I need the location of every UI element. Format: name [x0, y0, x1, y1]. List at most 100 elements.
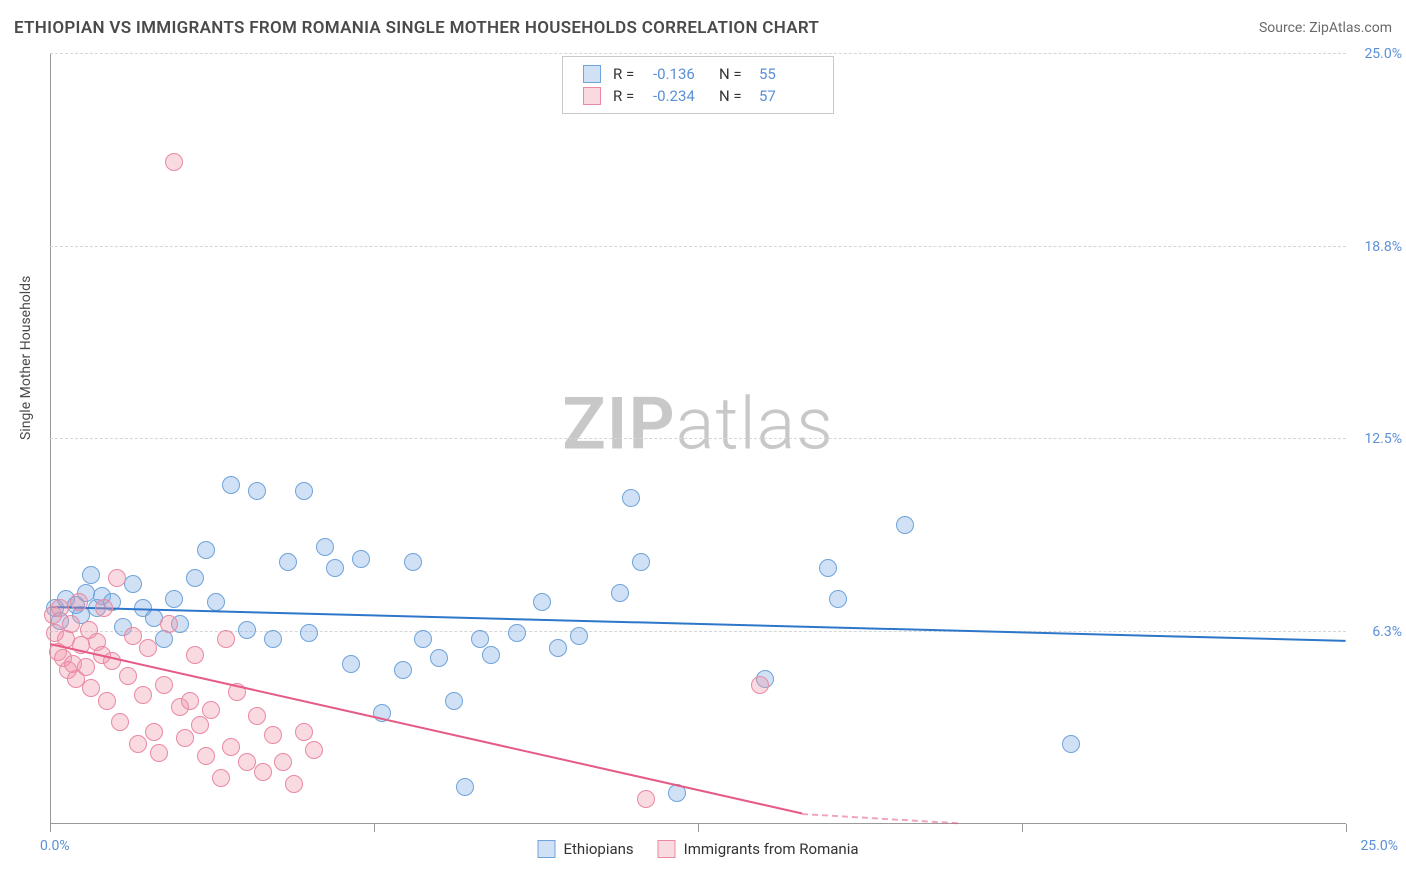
series-legend: Ethiopians Immigrants from Romania — [538, 840, 859, 858]
data-point — [352, 550, 370, 568]
x-tick-label: 25.0% — [1360, 838, 1398, 854]
data-point — [445, 692, 463, 710]
data-point — [98, 692, 116, 710]
legend-swatch-series-1 — [658, 840, 676, 858]
data-point — [394, 661, 412, 679]
data-point — [222, 476, 240, 494]
y-tick-label: 6.3% — [1372, 624, 1402, 640]
data-point — [95, 599, 113, 617]
r-label: R = — [613, 87, 641, 105]
data-point — [197, 747, 215, 765]
data-point — [108, 569, 126, 587]
grid-line — [50, 438, 1346, 439]
legend-label-series-0: Ethiopians — [564, 840, 634, 858]
data-point — [129, 735, 147, 753]
watermark: ZIPatlas — [562, 381, 834, 466]
data-point — [254, 763, 272, 781]
data-point — [508, 624, 526, 642]
data-point — [222, 738, 240, 756]
legend-item-series-1: Immigrants from Romania — [658, 840, 859, 858]
data-point — [62, 615, 80, 633]
legend-row-series-0: R = -0.136 N = 55 — [583, 63, 813, 85]
data-point — [482, 646, 500, 664]
data-point — [300, 624, 318, 642]
y-tick-label: 25.0% — [1364, 46, 1402, 62]
n-value-series-0: 55 — [759, 65, 813, 83]
data-point — [155, 676, 173, 694]
data-point — [202, 701, 220, 719]
y-axis-label: Single Mother Households — [18, 276, 34, 440]
data-point — [124, 575, 142, 593]
data-point — [134, 686, 152, 704]
legend-row-series-1: R = -0.234 N = 57 — [583, 85, 813, 107]
data-point — [165, 153, 183, 171]
data-point — [316, 538, 334, 556]
data-point — [274, 753, 292, 771]
data-point — [197, 541, 215, 559]
x-tick — [1022, 824, 1023, 832]
data-point — [207, 593, 225, 611]
x-tick — [1346, 824, 1347, 832]
data-point — [186, 569, 204, 587]
n-label: N = — [719, 65, 747, 83]
data-point — [139, 639, 157, 657]
data-point — [285, 775, 303, 793]
legend-swatch-series-0 — [538, 840, 556, 858]
data-point — [248, 482, 266, 500]
data-point — [533, 593, 551, 611]
data-point — [264, 630, 282, 648]
source-prefix: Source: — [1259, 20, 1309, 36]
data-point — [430, 649, 448, 667]
legend-swatch-series-0 — [583, 65, 601, 83]
data-point — [829, 590, 847, 608]
data-point — [111, 713, 129, 731]
data-point — [751, 676, 769, 694]
x-tick — [50, 824, 51, 832]
source-attribution: Source: ZipAtlas.com — [1259, 20, 1392, 36]
data-point — [326, 559, 344, 577]
legend-swatch-series-1 — [583, 87, 601, 105]
watermark-atlas: atlas — [676, 381, 834, 466]
data-point — [181, 692, 199, 710]
data-point — [637, 790, 655, 808]
data-point — [82, 566, 100, 584]
r-value-series-0: -0.136 — [653, 65, 707, 83]
chart-title: ETHIOPIAN VS IMMIGRANTS FROM ROMANIA SIN… — [14, 18, 819, 38]
data-point — [1062, 735, 1080, 753]
y-axis — [50, 54, 51, 824]
data-point — [414, 630, 432, 648]
n-label: N = — [719, 87, 747, 105]
data-point — [191, 716, 209, 734]
data-point — [124, 627, 142, 645]
y-tick-label: 18.8% — [1364, 239, 1402, 255]
data-point — [248, 707, 266, 725]
scatter-chart: ZIPatlas R = -0.136 N = 55 R = -0.234 N … — [50, 54, 1346, 824]
x-tick — [374, 824, 375, 832]
data-point — [295, 482, 313, 500]
data-point — [160, 615, 178, 633]
data-point — [896, 516, 914, 534]
data-point — [549, 639, 567, 657]
r-value-series-1: -0.234 — [653, 87, 707, 105]
data-point — [119, 667, 137, 685]
data-point — [279, 553, 297, 571]
data-point — [186, 646, 204, 664]
data-point — [622, 489, 640, 507]
y-tick-label: 12.5% — [1364, 431, 1402, 447]
r-label: R = — [613, 65, 641, 83]
source-name: ZipAtlas.com — [1309, 20, 1392, 36]
data-point — [456, 778, 474, 796]
data-point — [77, 658, 95, 676]
data-point — [264, 726, 282, 744]
x-tick-label: 0.0% — [40, 838, 70, 854]
data-point — [82, 679, 100, 697]
data-point — [632, 553, 650, 571]
data-point — [145, 723, 163, 741]
data-point — [155, 630, 173, 648]
data-point — [150, 744, 168, 762]
data-point — [819, 559, 837, 577]
data-point — [103, 652, 121, 670]
data-point — [212, 769, 230, 787]
grid-line — [50, 246, 1346, 247]
data-point — [611, 584, 629, 602]
